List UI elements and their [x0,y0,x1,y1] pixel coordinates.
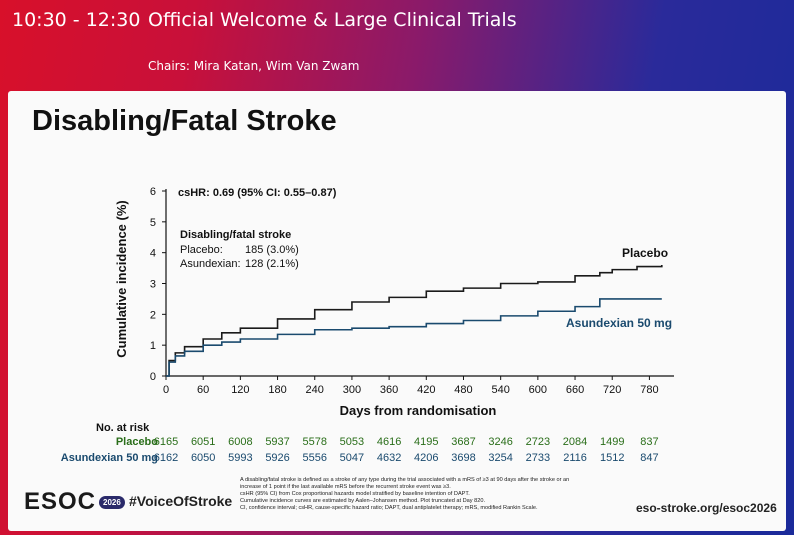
website-link[interactable]: eso-stroke.org/esoc2026 [636,501,777,515]
footnote-line: csHR (95% CI) from Cox proportional haza… [240,491,470,497]
risk-value: 5937 [265,436,289,448]
risk-value: 3254 [488,452,512,464]
footnote: A disabling/fatal stroke is defined as a… [240,477,640,512]
risk-value: 5556 [302,452,326,464]
x-axis-label: Days from randomisation [340,403,497,418]
placebo-curve [166,265,663,377]
chart-axes [165,189,674,377]
risk-value: 5578 [302,436,326,448]
x-tick-label: 120 [231,384,249,396]
y-axis-label: Cumulative incidence (%) [114,200,129,357]
risk-value: 3246 [488,436,512,448]
logo-year-badge: 2026 [99,495,125,509]
risk-table-heading: No. at risk [96,422,150,434]
y-tick-label: 6 [150,186,156,198]
risk-value: 2723 [526,436,550,448]
x-tick-label: 180 [268,384,286,396]
risk-value: 4206 [414,452,438,464]
risk-value: 4195 [414,436,438,448]
x-tick-label: 240 [306,384,324,396]
x-tick-label: 360 [380,384,398,396]
slide-panel: Disabling/Fatal Stroke 0 1 2 3 4 5 6 0 60 120 180 2… [8,91,786,531]
y-tick-label: 4 [150,248,156,260]
y-tick-label: 3 [150,279,156,291]
x-tick-label: 540 [491,384,509,396]
risk-value: 5926 [265,452,289,464]
risk-value: 4632 [377,452,401,464]
box-asundexian-name: Asundexian: [180,258,241,270]
risk-value: 6050 [191,452,215,464]
logo-text: ESOC [24,488,97,515]
x-tick-label: 60 [197,384,209,396]
x-tick-label: 600 [529,384,547,396]
risk-value: 3698 [451,452,475,464]
x-tick-label: 720 [603,384,621,396]
risk-value: 1512 [600,452,624,464]
risk-value: 5993 [228,452,252,464]
risk-row-name: Asundexian 50 mg [61,452,158,464]
y-tick-label: 0 [150,371,156,383]
risk-value: 6165 [154,436,178,448]
footnote-line: CI, confidence interval; csHR, cause-spe… [240,505,538,511]
box-placebo-value: 185 (3.0%) [245,244,299,256]
y-tick-label: 1 [150,340,156,352]
risk-value: 837 [640,436,658,448]
y-tick-label: 5 [150,217,156,229]
session-title: Official Welcome & Large Clinical Trials [148,9,517,31]
risk-value: 4616 [377,436,401,448]
hashtag: #VoiceOfStroke [129,493,233,509]
x-tick-label: 0 [163,384,169,396]
risk-row-name: Placebo [116,436,158,448]
session-time: 10:30 - 12:30 [12,9,141,31]
box-placebo-name: Placebo: [180,244,223,256]
asundexian-curve [166,298,662,377]
chart-curves [166,265,663,377]
footnote-line: Cumulative incidence curves are estimate… [240,498,486,504]
y-tick-label: 2 [150,309,156,321]
x-tick-label: 300 [343,384,361,396]
box-heading: Disabling/fatal stroke [180,229,291,241]
risk-value: 847 [640,452,658,464]
risk-value: 5053 [340,436,364,448]
box-asundexian-value: 128 (2.1%) [245,258,299,270]
risk-value: 6051 [191,436,215,448]
session-chairs: Chairs: Mira Katan, Wim Van Zwam [148,59,360,73]
risk-value: 6162 [154,452,178,464]
x-tick-label: 780 [640,384,658,396]
risk-value: 3687 [451,436,475,448]
risk-value: 2116 [563,452,587,464]
x-tick-label: 420 [417,384,435,396]
hazard-ratio-text: csHR: 0.69 (95% CI: 0.55–0.87) [178,187,337,199]
asundexian-curve-label: Asundexian 50 mg [566,316,672,330]
footnote-line: A disabling/fatal stroke is defined as a… [240,477,570,483]
footnote-line: increase of 1 point if the last availabl… [240,484,451,490]
risk-value: 6008 [228,436,252,448]
risk-value: 1499 [600,436,624,448]
risk-value: 2084 [563,436,587,448]
x-tick-label: 660 [566,384,584,396]
risk-value: 5047 [340,452,364,464]
placebo-curve-label: Placebo [622,246,668,260]
slide-title: Disabling/Fatal Stroke [32,105,337,137]
esoc-logo: ESOC 2026 [24,488,125,516]
x-tick-label: 480 [454,384,472,396]
risk-value: 2733 [526,452,550,464]
